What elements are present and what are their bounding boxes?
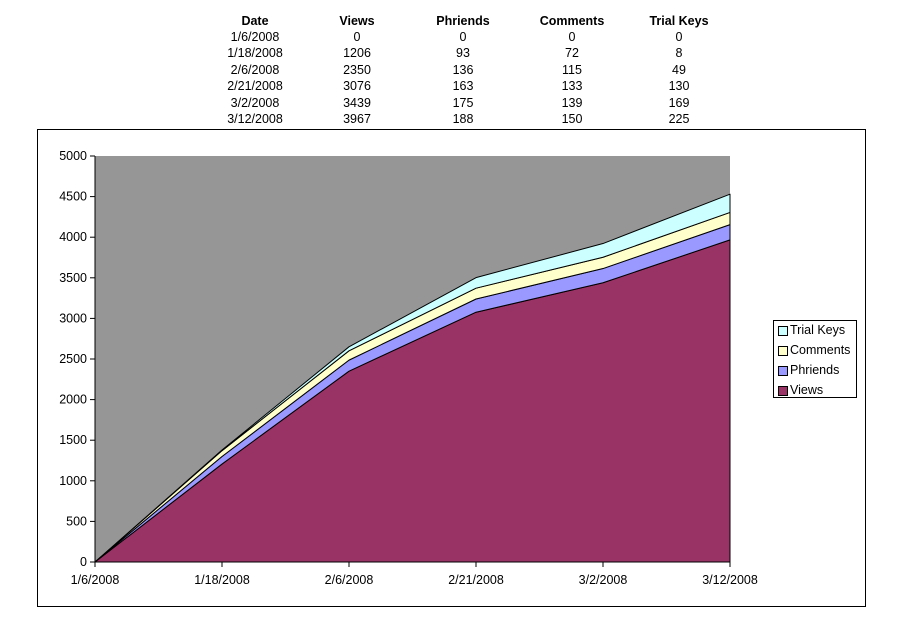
axes-group — [90, 155, 731, 567]
x-tick-label: 3/2/2008 — [579, 573, 628, 587]
legend-swatch — [778, 366, 788, 376]
data-table: Date Views Phriends Comments Trial Keys … — [0, 13, 900, 131]
legend-swatch — [778, 386, 788, 396]
table-cell: 3/12/2008 — [227, 112, 283, 126]
table-cell: 150 — [561, 112, 583, 126]
table-header-cell: Views — [339, 14, 375, 28]
table-cell: 0 — [459, 30, 467, 44]
y-tick-label: 3000 — [59, 311, 87, 325]
stacked-area-chart: 0 500 1000 1500 2000 2500 3000 3500 4000 4500 5000… — [59, 149, 758, 587]
y-tick-labels: 0 500 1000 1500 2000 2500 3000 3500 4000 4500 5000 — [59, 149, 87, 569]
table-header-row: Date Views Phriends Comments Trial Keys — [0, 13, 900, 29]
table-cell: 3967 — [343, 112, 371, 126]
table-cell: 225 — [668, 112, 690, 126]
table-cell: 93 — [456, 46, 470, 60]
table-cell: 130 — [668, 79, 690, 93]
table-row: 3/2/2008 3439 175 139 169 — [0, 95, 900, 111]
table-row: 1/18/2008 1206 93 72 8 — [0, 45, 900, 61]
table-cell: 175 — [452, 96, 474, 110]
table-row: 1/6/2008 0 0 0 0 — [0, 29, 900, 45]
table-cell: 3439 — [343, 96, 371, 110]
area-series-trial-keys — [94, 193, 731, 563]
y-tick-label: 0 — [80, 555, 87, 569]
legend-label: Phriends — [790, 363, 840, 377]
y-tick-label: 500 — [66, 514, 87, 528]
x-tick-label: 3/12/2008 — [702, 573, 758, 587]
table-cell: 188 — [452, 112, 474, 126]
y-tick-label: 4500 — [59, 190, 87, 204]
table-cell: 139 — [561, 96, 583, 110]
y-tick-label: 1000 — [59, 474, 87, 488]
table-cell: 2/6/2008 — [230, 63, 280, 77]
table-cell: 0 — [675, 30, 683, 44]
legend-item-trial-keys: Trial Keys — [778, 322, 856, 338]
table-header-cell: Phriends — [436, 14, 490, 28]
table-cell: 3076 — [343, 79, 371, 93]
legend-label: Comments — [790, 343, 851, 357]
legend-swatch — [778, 346, 788, 356]
table-cell: 163 — [452, 79, 474, 93]
table-cell: 8 — [675, 46, 683, 60]
x-tick-labels: 1/6/2008 1/18/2008 2/6/2008 2/21/2008 3/2/20… — [71, 573, 758, 587]
legend: Trial Keys Comments Phriends Views — [773, 320, 857, 398]
y-tick-label: 2000 — [59, 393, 87, 407]
y-tick-label: 5000 — [59, 149, 87, 163]
table-cell: 115 — [562, 63, 582, 77]
x-tick-label: 1/6/2008 — [71, 573, 120, 587]
y-tick-label: 4000 — [59, 230, 87, 244]
y-tick-label: 1500 — [59, 433, 87, 447]
table-cell: 136 — [452, 63, 474, 77]
legend-swatch — [778, 326, 788, 336]
table-cell: 0 — [353, 30, 361, 44]
table-cell: 2350 — [343, 63, 371, 77]
legend-label: Trial Keys — [790, 323, 846, 337]
x-tick-label: 2/21/2008 — [448, 573, 504, 587]
table-header-cell: Trial Keys — [649, 14, 709, 28]
legend-label: Views — [790, 383, 824, 397]
table-row: 2/6/2008 2350 136 115 49 — [0, 62, 900, 78]
y-tick-label: 2500 — [59, 352, 87, 366]
legend-item-views: Views — [778, 382, 856, 398]
table-cell: 1206 — [343, 46, 371, 60]
table-cell: 133 — [561, 79, 583, 93]
chart-area: 0 500 1000 1500 2000 2500 3000 3500 4000 4500 5000… — [37, 129, 866, 607]
table-cell: 72 — [565, 46, 579, 60]
table-cell: 1/6/2008 — [230, 30, 280, 44]
table-cell: 0 — [568, 30, 576, 44]
table-header-cell: Date — [241, 14, 269, 28]
table-row: 2/21/2008 3076 163 133 130 — [0, 78, 900, 94]
table-cell: 49 — [672, 63, 686, 77]
table-cell: 2/21/2008 — [227, 79, 283, 93]
table-cell: 1/18/2008 — [227, 46, 283, 60]
x-tick-label: 1/18/2008 — [194, 573, 250, 587]
table-cell: 3/2/2008 — [230, 96, 280, 110]
x-tick-label: 2/6/2008 — [325, 573, 374, 587]
table-cell: 169 — [668, 96, 690, 110]
table-row: 3/12/2008 3967 188 150 225 — [0, 111, 900, 127]
legend-item-comments: Comments — [778, 342, 856, 358]
table-header-cell: Comments — [539, 14, 605, 28]
legend-item-phriends: Phriends — [778, 362, 856, 378]
y-tick-label: 3500 — [59, 271, 87, 285]
